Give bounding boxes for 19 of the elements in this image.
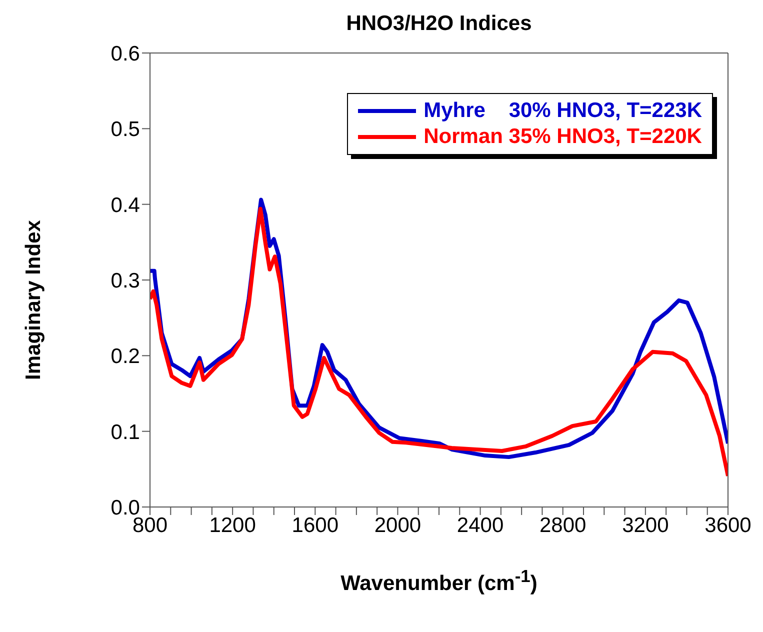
y-axis-title: Imaginary Index <box>22 220 46 380</box>
x-tick-label: 1600 <box>292 514 338 537</box>
x-tick-label: 2400 <box>456 514 504 537</box>
x-tick-label: 2800 <box>540 514 586 537</box>
y-tick-label: 0.5 <box>110 118 140 142</box>
x-tick-label: 2000 <box>374 514 422 537</box>
y-tick-label: 0.3 <box>110 269 140 292</box>
x-axis-title: Wavenumber (cm$^{-1}$) <box>340 566 538 596</box>
y-tick-label: 0.1 <box>110 420 140 444</box>
x-tick-label: 3600 <box>704 514 752 537</box>
x-tick-label: 1200 <box>209 514 256 537</box>
y-tick-label: 0.2 <box>110 345 140 368</box>
chart-title: HNO3/H2O Indices <box>345 12 533 36</box>
x-tick-label: 800 <box>132 514 168 537</box>
x-tick-label: 3200 <box>622 514 669 537</box>
legend-label: Myhre 30% HNO3, T=223K <box>424 98 702 124</box>
y-tick-label: 0.6 <box>110 42 140 66</box>
y-tick-label: 0.4 <box>110 194 140 217</box>
legend-label: Norman 35% HNO3, T=220K <box>424 124 702 150</box>
